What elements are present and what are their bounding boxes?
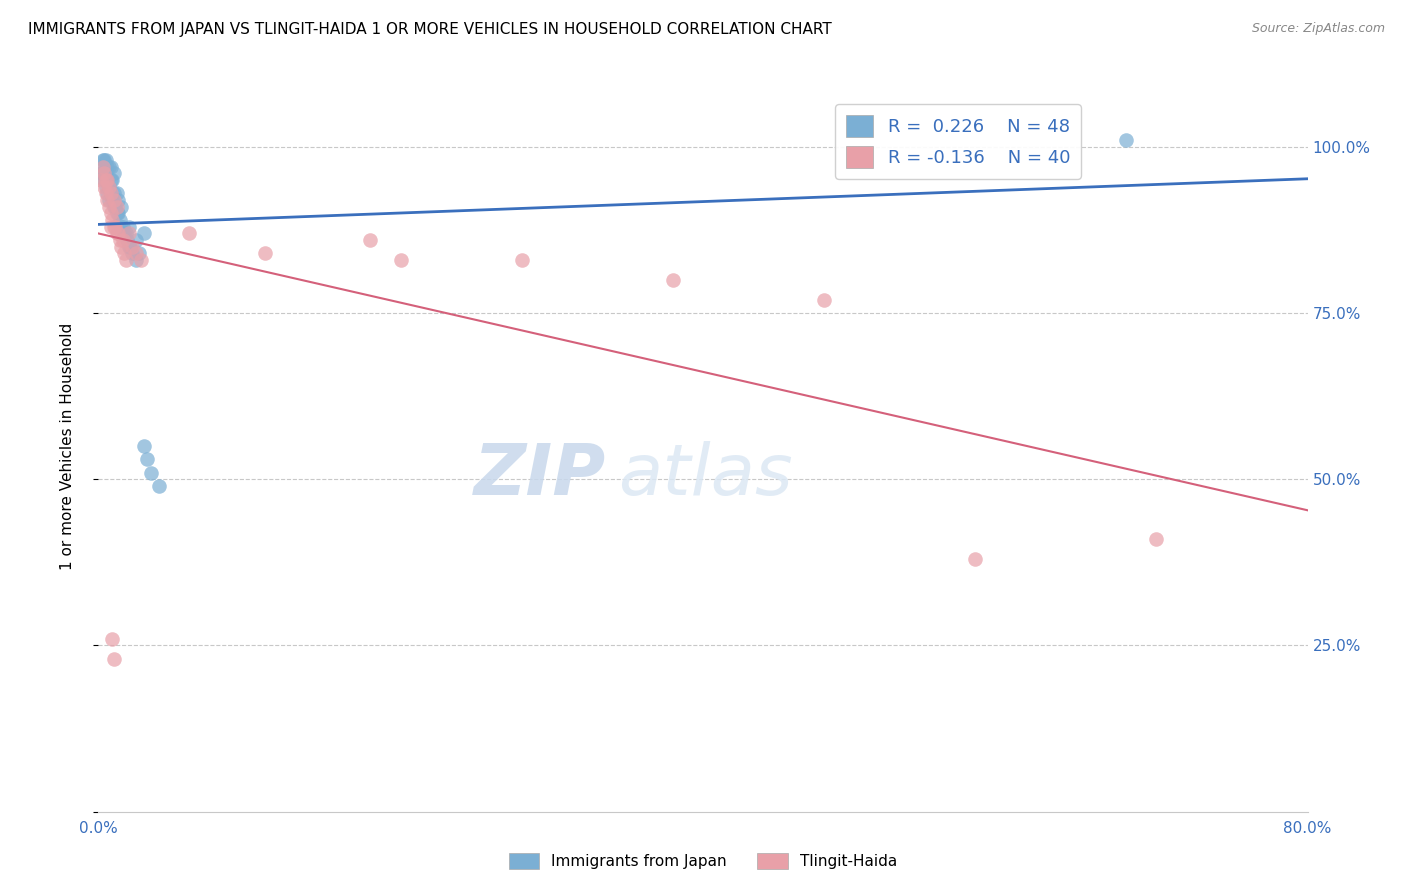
Point xyxy=(115,233,138,247)
Point xyxy=(98,179,121,194)
Point xyxy=(100,206,122,220)
Point xyxy=(98,179,121,194)
Point xyxy=(135,452,157,467)
Y-axis label: 1 or more Vehicles in Household: 1 or more Vehicles in Household xyxy=(60,322,75,570)
Point xyxy=(101,632,124,646)
Point xyxy=(110,200,132,214)
Point xyxy=(104,219,127,234)
Point xyxy=(148,479,170,493)
Point xyxy=(253,246,276,260)
Point xyxy=(132,226,155,240)
Point xyxy=(105,186,128,201)
Point xyxy=(125,246,148,260)
Text: ZIP: ZIP xyxy=(474,441,606,509)
Point xyxy=(107,206,129,220)
Point xyxy=(94,186,117,201)
Point xyxy=(111,219,134,234)
Text: atlas: atlas xyxy=(619,441,793,509)
Point xyxy=(93,153,115,167)
Point xyxy=(813,293,835,307)
Point xyxy=(114,226,136,240)
Point xyxy=(360,233,382,247)
Point xyxy=(94,166,117,180)
Point xyxy=(100,160,122,174)
Point xyxy=(125,252,148,267)
Point xyxy=(103,186,125,201)
Point xyxy=(112,246,135,260)
Point xyxy=(128,246,150,260)
Point xyxy=(107,226,129,240)
Point xyxy=(93,173,115,187)
Point xyxy=(120,239,142,253)
Point xyxy=(93,179,115,194)
Point xyxy=(103,219,125,234)
Point xyxy=(114,252,136,267)
Point xyxy=(90,173,112,187)
Legend: R =  0.226    N = 48, R = -0.136    N = 40: R = 0.226 N = 48, R = -0.136 N = 40 xyxy=(835,104,1081,178)
Point xyxy=(98,200,121,214)
Point xyxy=(141,466,163,480)
Point xyxy=(98,193,121,207)
Point xyxy=(93,166,115,180)
Point xyxy=(98,160,121,174)
Point xyxy=(91,160,114,174)
Point xyxy=(118,239,141,253)
Point xyxy=(103,193,125,207)
Point xyxy=(105,226,128,240)
Text: IMMIGRANTS FROM JAPAN VS TLINGIT-HAIDA 1 OR MORE VEHICLES IN HOUSEHOLD CORRELATI: IMMIGRANTS FROM JAPAN VS TLINGIT-HAIDA 1… xyxy=(28,22,832,37)
Point xyxy=(105,206,128,220)
Point xyxy=(125,233,148,247)
Legend: Immigrants from Japan, Tlingit-Haida: Immigrants from Japan, Tlingit-Haida xyxy=(502,847,904,875)
Point xyxy=(100,186,122,201)
Point xyxy=(103,200,125,214)
Point xyxy=(94,153,117,167)
Point xyxy=(103,166,125,180)
Point xyxy=(96,160,118,174)
Point xyxy=(101,193,124,207)
Point xyxy=(101,213,124,227)
Point xyxy=(112,226,135,240)
Point xyxy=(111,233,134,247)
Point xyxy=(1144,532,1167,546)
Point xyxy=(389,252,412,267)
Point xyxy=(110,239,132,253)
Point xyxy=(94,173,117,187)
Point xyxy=(179,226,201,240)
Point xyxy=(118,226,141,240)
Point xyxy=(121,246,143,260)
Point xyxy=(100,219,122,234)
Text: Source: ZipAtlas.com: Source: ZipAtlas.com xyxy=(1251,22,1385,36)
Point xyxy=(132,439,155,453)
Point xyxy=(100,186,122,201)
Point xyxy=(661,273,683,287)
Point xyxy=(121,239,143,253)
Point xyxy=(104,200,127,214)
Point xyxy=(93,166,115,180)
Point xyxy=(101,173,124,187)
Point xyxy=(100,173,122,187)
Point xyxy=(510,252,533,267)
Point xyxy=(90,166,112,180)
Point xyxy=(965,552,987,566)
Point xyxy=(108,213,131,227)
Point xyxy=(96,173,118,187)
Point xyxy=(96,186,118,201)
Point xyxy=(118,219,141,234)
Point xyxy=(129,252,152,267)
Point xyxy=(110,219,132,234)
Point xyxy=(91,153,114,167)
Point xyxy=(107,193,129,207)
Point xyxy=(96,193,118,207)
Point xyxy=(105,200,128,214)
Point xyxy=(94,179,117,194)
Point xyxy=(103,652,125,666)
Point xyxy=(96,173,118,187)
Point xyxy=(91,160,114,174)
Point xyxy=(108,233,131,247)
Point xyxy=(1115,133,1137,147)
